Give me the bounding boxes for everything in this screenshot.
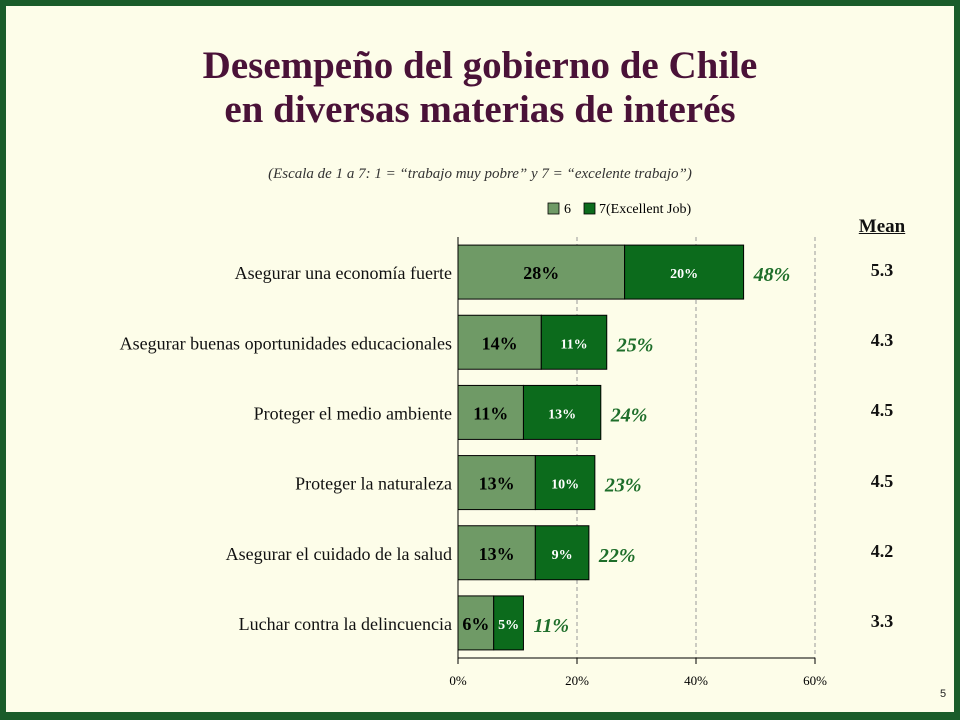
total-label: 23% bbox=[604, 475, 642, 497]
bar-series-7 bbox=[493, 595, 524, 651]
legend-label-6: 6 bbox=[564, 202, 571, 217]
data-label-6: 13% bbox=[479, 544, 515, 564]
mean-value: 4.5 bbox=[870, 470, 894, 491]
chart-legend: 6 7(Excellent Job) bbox=[547, 202, 691, 217]
bar-series-6 bbox=[457, 455, 536, 511]
mean-value: 4.3 bbox=[870, 330, 894, 351]
slide-title: Desempeño del gobierno de Chile en diver… bbox=[0, 44, 960, 132]
data-label-7: 5% bbox=[498, 618, 519, 633]
data-label-6: 28% bbox=[523, 263, 559, 283]
mean-value: 3.3 bbox=[870, 610, 894, 631]
category-label: Asegurar una economía fuerte bbox=[235, 263, 452, 283]
mean-column-header: Mean bbox=[858, 216, 906, 237]
scale-subtitle: (Escala de 1 a 7: 1 = “trabajo muy pobre… bbox=[268, 166, 692, 182]
x-tick-label: 0% bbox=[449, 673, 467, 688]
data-label-7: 10% bbox=[551, 478, 579, 493]
bar-series-7 bbox=[534, 455, 596, 511]
bar-series-6 bbox=[457, 595, 495, 651]
bar-series-6 bbox=[457, 384, 524, 440]
bar-series-6 bbox=[457, 525, 536, 581]
data-label-7: 13% bbox=[548, 407, 576, 422]
bar-series-6 bbox=[457, 314, 542, 370]
title-line-2: en diversas materias de interés bbox=[224, 88, 736, 131]
total-label: 22% bbox=[598, 545, 636, 567]
bar-series-7 bbox=[522, 384, 602, 440]
mean-value: 4.5 bbox=[870, 400, 894, 421]
data-label-6: 14% bbox=[482, 333, 518, 353]
category-label: Asegurar el cuidado de la salud bbox=[226, 544, 452, 564]
total-label: 24% bbox=[610, 404, 648, 426]
total-label: 48% bbox=[753, 264, 791, 286]
x-tick-label: 60% bbox=[803, 673, 827, 688]
legend-swatch-6 bbox=[547, 202, 560, 215]
x-tick-label: 40% bbox=[684, 673, 708, 688]
bar-series-7 bbox=[624, 244, 745, 300]
category-label: Asegurar buenas oportunidades educaciona… bbox=[120, 333, 452, 353]
category-label: Proteger el medio ambiente bbox=[254, 403, 452, 423]
page-number: 5 bbox=[940, 688, 947, 700]
category-label: Proteger la naturaleza bbox=[295, 474, 452, 494]
data-label-6: 6% bbox=[462, 614, 489, 634]
category-label: Luchar contra la delincuencia bbox=[239, 614, 452, 634]
bar-series-7 bbox=[534, 525, 590, 581]
legend-swatch-7 bbox=[583, 202, 596, 215]
x-tick-label: 20% bbox=[565, 673, 589, 688]
data-label-6: 13% bbox=[479, 474, 515, 494]
data-label-7: 11% bbox=[560, 337, 587, 352]
data-label-6: 11% bbox=[473, 403, 508, 423]
data-label-7: 20% bbox=[670, 267, 698, 282]
mean-value: 4.2 bbox=[870, 540, 894, 561]
bar-series-6 bbox=[457, 244, 626, 300]
title-line-1: Desempeño del gobierno de Chile bbox=[202, 44, 758, 87]
total-label: 11% bbox=[533, 615, 569, 637]
bar-series-7 bbox=[540, 314, 608, 370]
mean-value: 5.3 bbox=[870, 260, 894, 281]
data-label-7: 9% bbox=[552, 548, 573, 563]
legend-label-7: 7(Excellent Job) bbox=[599, 202, 691, 217]
total-label: 25% bbox=[616, 334, 654, 356]
